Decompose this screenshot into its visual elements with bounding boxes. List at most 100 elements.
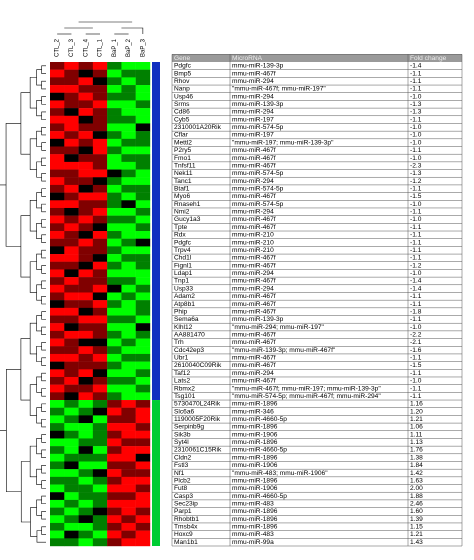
heatmap-cell	[107, 522, 122, 531]
heatmap-cell	[107, 376, 122, 385]
heatmap-cell	[64, 254, 79, 262]
heatmap-cell	[92, 469, 108, 478]
heatmap-cell	[50, 92, 65, 101]
heatmap-cell	[121, 338, 136, 347]
table-cell: 1190005F20Rik	[174, 416, 221, 423]
heatmap-cell	[64, 115, 79, 124]
table-cell: AA881470	[174, 331, 205, 338]
table-cell: Rdx	[174, 232, 186, 239]
row-dendrogram	[41, 219, 46, 228]
table-cell: 2.00	[410, 485, 423, 492]
table-cell: Cldn2	[174, 454, 192, 461]
table-cell: mmu-miR-574-5p	[232, 124, 284, 131]
table-cell: Cd86	[174, 109, 190, 116]
heatmap-cell	[78, 300, 94, 309]
column-label: BaP_1	[112, 38, 118, 57]
row-dendrogram	[36, 192, 42, 209]
heatmap-cell	[78, 131, 94, 140]
heatmap-cell	[107, 223, 122, 232]
heatmap-cell	[135, 492, 151, 501]
heatmap-cell	[107, 361, 122, 370]
table-cell: -1.1	[410, 355, 422, 362]
table-cell: Fstl3	[174, 462, 189, 469]
heatmap-cell	[121, 446, 136, 455]
row-dendrogram	[0, 184, 7, 431]
heatmap-cell	[64, 315, 79, 324]
heatmap-cell	[50, 123, 65, 132]
heatmap-cell	[107, 407, 122, 416]
table-cell: mmu-miR-294	[232, 109, 274, 116]
heatmap-cell	[107, 515, 122, 524]
table-header: Fold change	[410, 55, 447, 62]
table-cell: 2310061C15Rik	[174, 447, 222, 454]
heatmap-cell	[135, 484, 151, 493]
table-cell: mmu-miR-294	[232, 209, 274, 216]
table-cell: mmu-miR-1896	[232, 401, 278, 408]
table-cell: mmu-miR-139-3p	[232, 63, 284, 70]
row-dendrogram	[36, 130, 42, 147]
heatmap-cell	[78, 369, 94, 378]
heatmap-cell	[135, 161, 151, 170]
table-cell: 5730470L24Rik	[174, 401, 221, 408]
heatmap-cell	[64, 261, 79, 270]
table-cell: Casp3	[174, 493, 193, 500]
table-cell: mmu-miR-210	[232, 239, 274, 246]
heatmap-cell	[107, 469, 122, 478]
heatmap-cell	[64, 338, 79, 347]
row-dendrogram	[41, 526, 46, 535]
table-cell: -1.5	[410, 193, 422, 200]
table-cell: Tanc1	[174, 178, 192, 185]
heatmap-cell	[121, 369, 136, 378]
table-cell: -1.1	[410, 370, 422, 377]
heatmap-cell	[64, 138, 79, 147]
heatmap-cell	[135, 515, 151, 524]
heatmap-cell	[135, 323, 151, 332]
heatmap-cell	[107, 400, 122, 408]
heatmap-cell	[135, 207, 151, 216]
table-cell: "mmu-miR-467f; mmu-miR-197"	[232, 86, 326, 93]
row-dendrogram	[36, 315, 42, 332]
heatmap-cell	[64, 77, 79, 86]
heatmap-cell	[121, 515, 136, 524]
heatmap-cell	[64, 353, 79, 362]
row-dendrogram	[5, 123, 21, 247]
heatmap-cell	[135, 353, 151, 362]
heatmap-cell	[107, 392, 122, 401]
heatmap-cell	[135, 231, 151, 239]
heatmap-cell	[135, 184, 151, 193]
table-cell: 1.42	[410, 470, 423, 477]
table-cell: -1.5	[410, 362, 422, 369]
heatmap-cell	[64, 300, 79, 309]
heatmap-cell	[50, 507, 65, 516]
row-dendrogram	[29, 138, 37, 170]
table-cell: 1.15	[410, 524, 423, 531]
heatmap-cell	[121, 453, 136, 462]
heatmap-cell	[107, 476, 122, 485]
column-label: CTL_2	[55, 38, 61, 57]
heatmap-cell	[107, 146, 122, 155]
heatmap-cell	[92, 100, 108, 109]
heatmap-cell	[121, 530, 136, 539]
row-dendrogram	[41, 372, 46, 382]
heatmap-cell	[107, 154, 122, 163]
table-cell: -1.1	[410, 78, 422, 85]
heatmap-cell	[135, 330, 151, 339]
table-cell: mmu-miR-483	[232, 531, 274, 538]
table-cell: Rbmx2	[174, 385, 195, 392]
heatmap-cell	[50, 430, 65, 439]
heatmap-cell	[121, 330, 136, 339]
heatmap-cell	[64, 484, 79, 493]
heatmap-cell	[92, 254, 108, 262]
heatmap-cell	[50, 376, 65, 385]
heatmap-cell	[50, 192, 65, 201]
heatmap-cell	[78, 446, 94, 455]
heatmap-cell	[135, 169, 151, 178]
heatmap-cell	[64, 538, 79, 547]
heatmap-cell	[92, 131, 108, 140]
table-cell: mmu-miR-139-3p	[232, 316, 284, 323]
heatmap-cell	[107, 138, 122, 147]
heatmap-cell	[121, 100, 136, 109]
heatmap-cell	[64, 446, 79, 455]
heatmap-cell	[135, 461, 151, 470]
heatmap-cell	[50, 323, 65, 332]
